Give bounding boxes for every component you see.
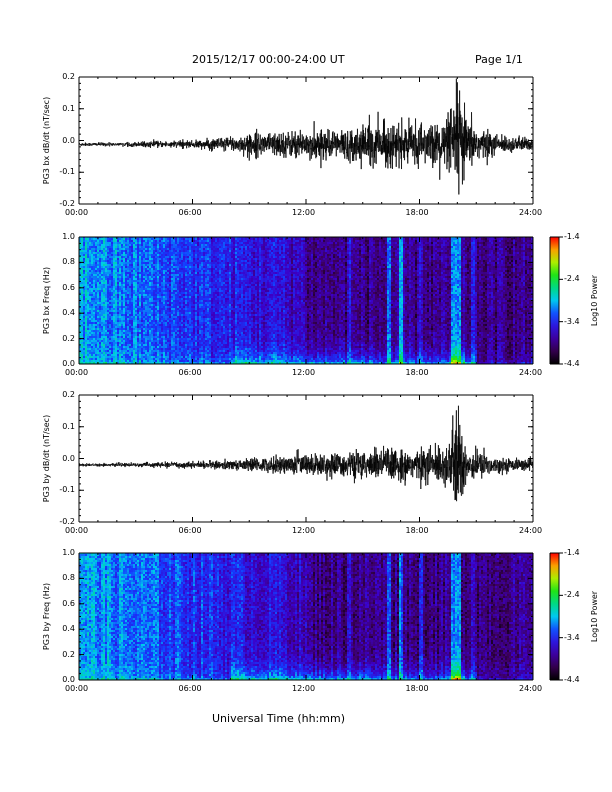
panel4-ytick-label: 0.8 [62,573,75,583]
panel2-ytick-label: 0.2 [62,333,75,343]
panel2-ytick-label: 0.8 [62,257,75,267]
panel3-xtick-label: 18:00 [405,526,429,535]
panel4-ytick-label: 0.6 [62,598,75,608]
colorbar2-tick-label: -1.4 [564,548,580,557]
panel3-ytick-label: 0.2 [62,390,75,399]
page-number: Page 1/1 [475,53,523,66]
panel1-xtick-label: 00:00 [65,208,89,217]
panel4-ytick-label: 0.4 [62,624,75,634]
colorbar1-tick-label: -4.4 [564,359,580,368]
colorbar1-tick-label: -1.4 [564,232,580,241]
panel1-ytick-label: 0.1 [62,103,75,113]
colorbar1-label: Log10 Power [589,274,599,327]
panel1-xtick-label: 24:00 [519,208,543,217]
panel1-ytick-label: 0.2 [62,72,75,81]
by-timeseries-plot [79,395,533,522]
panel2-ytick-label: 0.6 [62,282,75,292]
bx-spectrogram-plot [79,237,533,364]
panel4-ytick-label: 1.0 [62,548,75,557]
panel2-xtick-label: 06:00 [178,368,202,377]
panel4-ytick-label: 0.2 [62,649,75,659]
panel4-ytick-label: 0.0 [62,675,75,684]
panel3-xtick-label: 12:00 [292,526,316,535]
colorbar2-tick-label: -4.4 [564,675,580,684]
panel1-ytick-label: -0.2 [59,199,75,208]
page-title: 2015/12/17 00:00-24:00 UT [192,53,345,66]
panel4-xtick-label: 06:00 [178,684,202,693]
panel2-xtick-label: 18:00 [405,368,429,377]
panel2-xtick-label: 24:00 [519,368,543,377]
colorbar-2 [550,553,559,680]
panel3-xtick-label: 24:00 [519,526,543,535]
colorbar1-tick-label: -2.4 [564,274,580,284]
panel2-ytick-label: 0.0 [62,359,75,368]
panel3-xtick-label: 00:00 [65,526,89,535]
x-axis-label: Universal Time (hh:mm) [212,712,345,725]
panel3-ytick-label: 0.0 [62,453,75,463]
panel2-ylabel: PG3 bx Freq (Hz) [41,266,51,335]
panel3-ytick-label: -0.2 [59,517,75,526]
colorbar2-tick-label: -3.4 [564,632,580,642]
panel1-ylabel: PG3 bx dB/dt (nT/sec) [41,96,51,185]
panel2-xtick-label: 12:00 [292,368,316,377]
panel3-ytick-label: 0.1 [62,421,75,431]
colorbar-1 [550,237,559,364]
panel3-xtick-label: 06:00 [178,526,202,535]
panel2-ytick-label: 0.4 [62,308,75,318]
panel1-xtick-label: 18:00 [405,208,429,217]
by-spectrogram-plot [79,553,533,680]
panel1-ytick-label: -0.1 [59,167,75,177]
panel4-xtick-label: 24:00 [519,684,543,693]
panel1-xtick-label: 06:00 [178,208,202,217]
panel1-ytick-label: 0.0 [62,135,75,145]
bx-timeseries-plot [79,77,533,204]
colorbar1-tick-label: -3.4 [564,316,580,326]
panel4-xtick-label: 00:00 [65,684,89,693]
panel4-xtick-label: 12:00 [292,684,316,693]
panel4-xtick-label: 18:00 [405,684,429,693]
colorbar2-tick-label: -2.4 [564,590,580,600]
panel1-xtick-label: 12:00 [292,208,316,217]
panel4-ylabel: PG3 by Freq (Hz) [41,582,51,651]
panel2-xtick-label: 00:00 [65,368,89,377]
panel2-ytick-label: 1.0 [62,232,75,241]
panel3-ytick-label: -0.1 [59,485,75,495]
panel3-ylabel: PG3 by dB/dt (nT/sec) [41,414,51,503]
colorbar2-label: Log10 Power [589,590,599,643]
